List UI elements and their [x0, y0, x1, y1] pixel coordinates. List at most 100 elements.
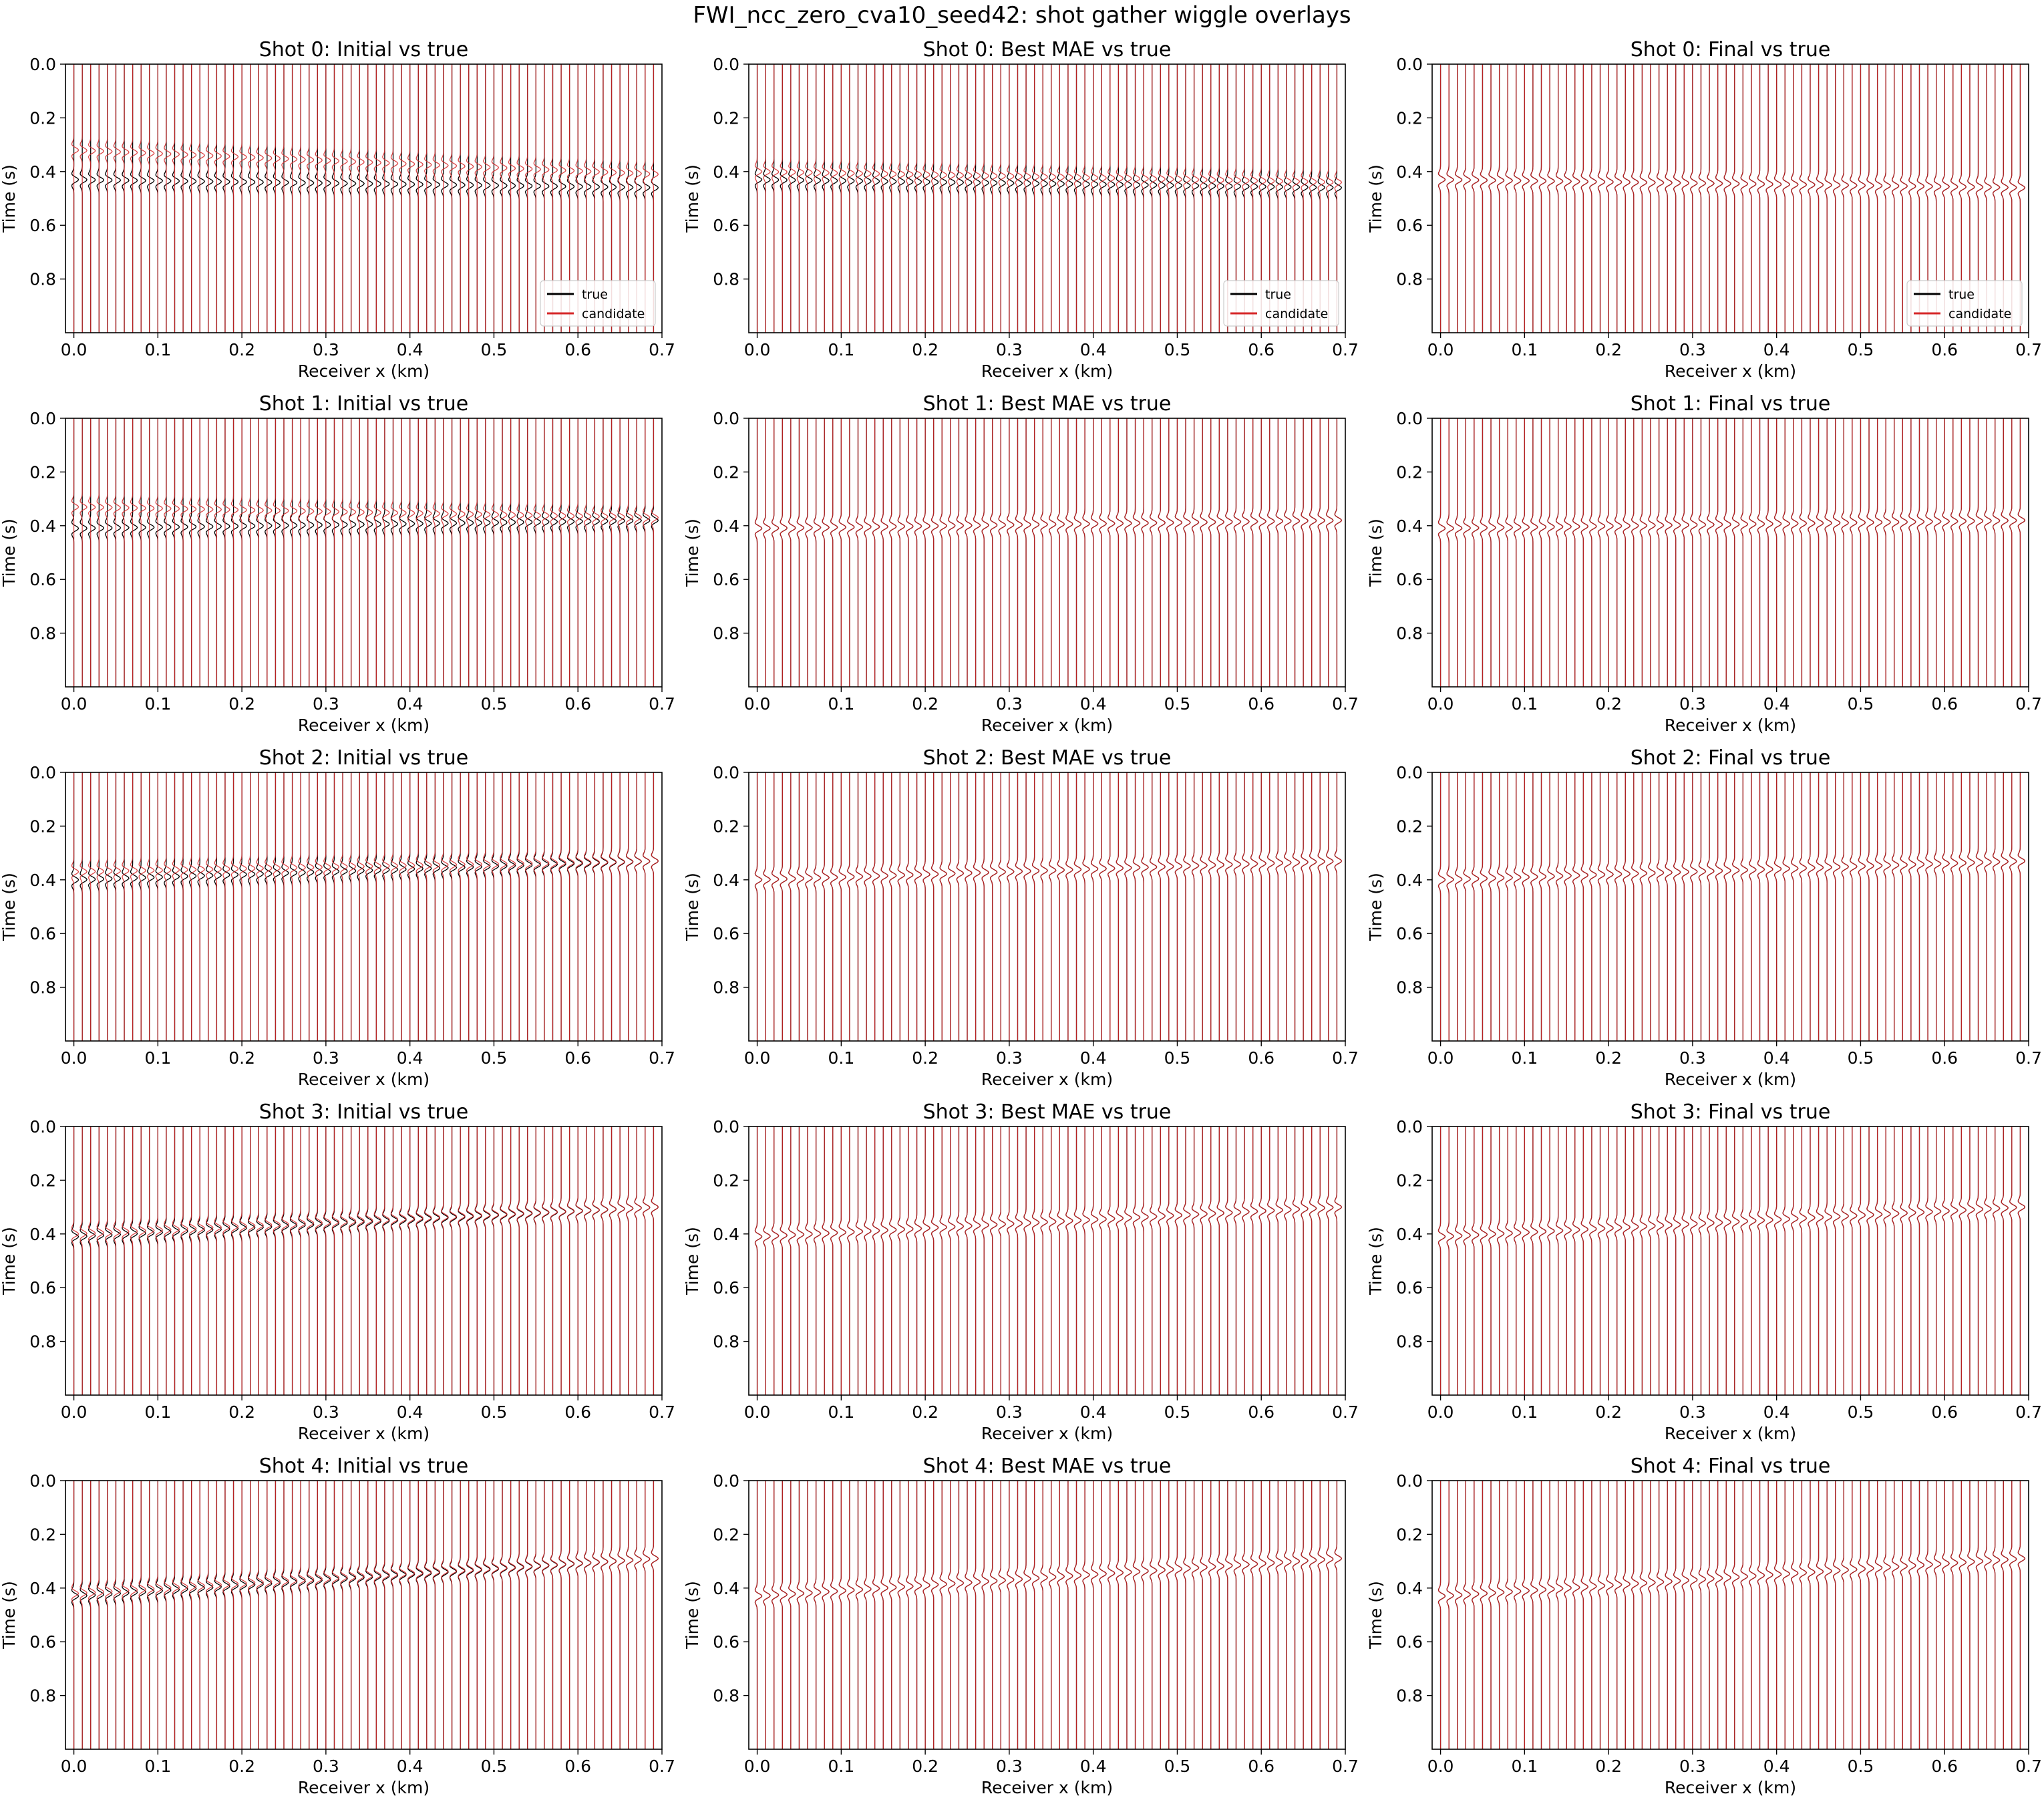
candidate-trace — [643, 1481, 651, 1750]
candidate-trace — [365, 1126, 373, 1395]
candidate-trace — [948, 772, 956, 1041]
candidate-trace — [1334, 772, 1343, 1041]
candidate-trace — [1292, 418, 1301, 688]
candidate-trace — [340, 418, 348, 688]
panel-shot1-final: 0.0 0.1 0.2 0.3 0.4 0.5 0.6 0.7 0.0 0.2 0.4 0.6 0.8 S… — [1366, 392, 2042, 735]
legend-box — [1223, 280, 1339, 327]
candidate-trace — [1437, 418, 1446, 688]
candidate-trace — [1958, 418, 1967, 687]
x-tick-label: 0.2 — [912, 1757, 939, 1776]
axes-frame — [748, 63, 1346, 333]
candidate-trace — [533, 64, 542, 333]
candidate-trace — [906, 1126, 914, 1395]
panel-shot2-best-mae: 0.0 0.1 0.2 0.3 0.4 0.5 0.6 0.7 0.0 0.2 0.4 0.6 0.8 S… — [683, 746, 1359, 1089]
y-axis-label: Time (s) — [0, 518, 19, 587]
candidate-trace — [1191, 64, 1200, 333]
candidate-trace — [1191, 1126, 1200, 1396]
candidate-trace — [1698, 64, 1707, 333]
candidate-trace — [1309, 772, 1317, 1041]
candidate-trace — [273, 1126, 281, 1396]
candidate-trace — [222, 418, 230, 687]
x-tick-label: 0.3 — [313, 1048, 339, 1068]
candidate-trace — [1564, 1481, 1572, 1749]
candidate-trace — [2017, 772, 2026, 1041]
candidate-trace — [550, 1126, 558, 1395]
candidate-trace — [796, 1126, 805, 1395]
candidate-trace — [449, 1481, 458, 1749]
candidate-trace — [1841, 64, 1850, 333]
candidate-trace — [897, 418, 906, 687]
candidate-trace — [1707, 1481, 1715, 1750]
candidate-trace — [247, 1126, 256, 1395]
candidate-trace — [458, 418, 466, 687]
candidate-trace — [1538, 1481, 1547, 1750]
candidate-trace — [1723, 1126, 1731, 1395]
candidate-trace — [315, 772, 323, 1041]
candidate-trace — [155, 1126, 164, 1395]
x-axis-label: Receiver x (km) — [981, 716, 1113, 735]
candidate-trace — [1606, 1481, 1614, 1750]
candidate-trace — [206, 418, 214, 688]
candidate-trace — [298, 64, 306, 333]
candidate-trace — [1799, 418, 1808, 687]
candidate-trace — [1015, 1126, 1023, 1395]
x-tick-label: 0.3 — [1679, 1402, 1706, 1422]
candidate-trace — [1782, 1126, 1791, 1395]
traces — [1437, 1126, 2026, 1396]
x-tick-label: 0.2 — [1595, 694, 1622, 714]
candidate-trace — [880, 1126, 888, 1395]
candidate-trace — [965, 1126, 973, 1395]
candidate-trace — [357, 64, 365, 333]
x-tick-label: 0.5 — [481, 1757, 508, 1776]
candidate-trace — [651, 418, 659, 687]
x-tick-label: 0.3 — [996, 1757, 1023, 1776]
candidate-trace — [1141, 1126, 1149, 1395]
candidate-trace — [838, 772, 847, 1041]
candidate-trace — [281, 1481, 289, 1749]
candidate-trace — [1984, 418, 1992, 687]
candidate-trace — [1631, 418, 1639, 687]
candidate-trace — [1292, 1126, 1301, 1396]
candidate-trace — [1023, 418, 1031, 688]
candidate-trace — [1858, 418, 1866, 687]
candidate-trace — [939, 1481, 948, 1749]
candidate-trace — [1892, 64, 1900, 333]
candidate-trace — [780, 772, 788, 1041]
candidate-trace — [872, 772, 880, 1041]
candidate-trace — [864, 772, 872, 1041]
candidate-trace — [1749, 1126, 1757, 1395]
candidate-trace — [1715, 1126, 1723, 1395]
x-tick-label: 0.7 — [2015, 1402, 2042, 1422]
candidate-trace — [256, 1126, 265, 1395]
candidate-trace — [382, 1481, 390, 1749]
candidate-trace — [164, 1481, 172, 1749]
y-tick-label: 0.6 — [713, 216, 739, 235]
candidate-trace — [1057, 418, 1065, 688]
candidate-trace — [1765, 64, 1773, 333]
candidate-trace — [592, 418, 601, 687]
candidate-trace — [956, 772, 965, 1042]
candidate-trace — [1698, 1481, 1707, 1749]
candidate-trace — [424, 772, 432, 1041]
candidate-trace — [147, 64, 155, 333]
candidate-trace — [2009, 418, 2017, 688]
candidate-trace — [1090, 1126, 1099, 1396]
candidate-trace — [1275, 772, 1284, 1041]
candidate-trace — [1538, 1126, 1547, 1396]
candidate-trace — [365, 418, 373, 687]
x-tick-label: 0.4 — [1080, 1048, 1107, 1068]
candidate-trace — [1580, 1481, 1589, 1749]
candidate-trace — [373, 772, 382, 1042]
y-tick-label: 0.2 — [1396, 1525, 1423, 1544]
candidate-trace — [1681, 1481, 1690, 1749]
candidate-trace — [1799, 772, 1808, 1041]
candidate-trace — [1589, 772, 1597, 1041]
candidate-trace — [558, 1126, 566, 1395]
candidate-trace — [1900, 1126, 1908, 1396]
candidate-trace — [1732, 64, 1740, 333]
x-tick-label: 0.5 — [1848, 340, 1874, 359]
x-axis-label: Receiver x (km) — [1665, 361, 1796, 381]
candidate-trace — [113, 64, 122, 333]
x-axis-label: Receiver x (km) — [1665, 1778, 1796, 1797]
candidate-trace — [1765, 418, 1773, 687]
